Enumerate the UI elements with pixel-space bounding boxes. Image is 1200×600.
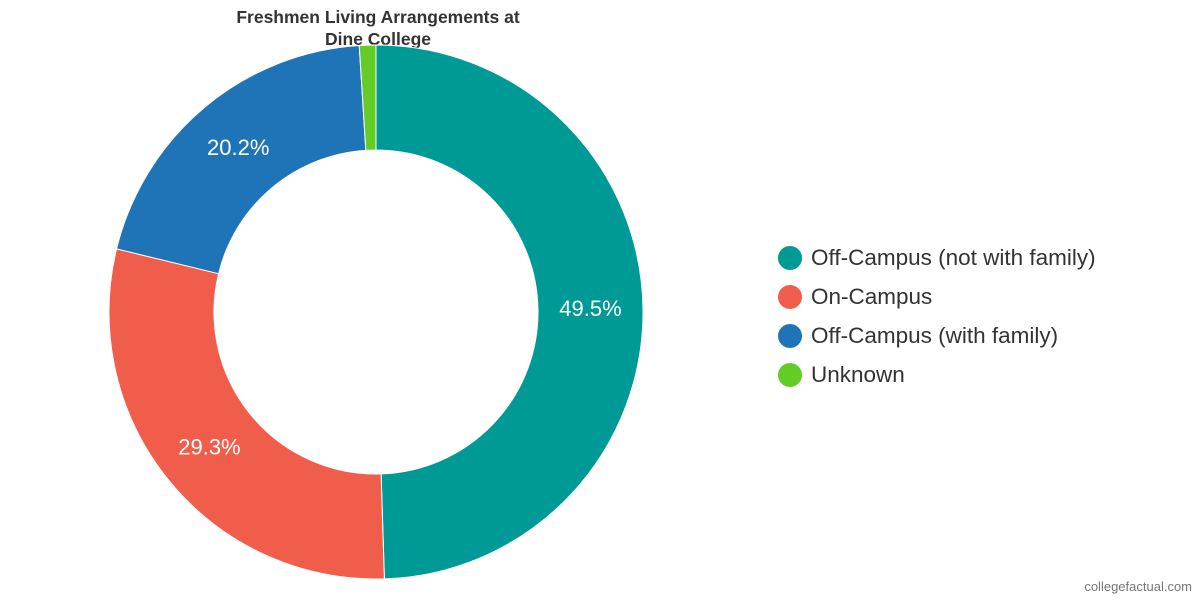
legend-item-off-campus-with-family[interactable]: Off-Campus (with family) bbox=[778, 316, 1096, 355]
chart-legend: Off-Campus (not with family) On-Campus Off… bbox=[778, 238, 1096, 394]
legend-label: Unknown bbox=[811, 361, 905, 387]
legend-label: Off-Campus (with family) bbox=[811, 322, 1059, 348]
chart-title: Freshmen Living Arrangements at Dine Col… bbox=[0, 6, 756, 50]
legend-item-on-campus[interactable]: On-Campus bbox=[778, 277, 1096, 316]
legend-swatch-icon bbox=[778, 362, 802, 387]
donut-slice-unknown[interactable] bbox=[358, 44, 377, 151]
source-credit: collegefactual.com bbox=[1084, 579, 1192, 594]
chart-title-line-2: Dine College bbox=[325, 29, 431, 49]
slice-label-off-campus-with-family: 20.2% bbox=[207, 135, 269, 160]
legend-swatch-icon bbox=[778, 323, 802, 348]
slice-label-on-campus: 29.3% bbox=[178, 435, 240, 460]
legend-swatch-icon bbox=[778, 245, 802, 270]
legend-item-off-campus-not-with-family[interactable]: Off-Campus (not with family) bbox=[778, 238, 1096, 277]
donut-slice-on-campus[interactable] bbox=[108, 248, 385, 580]
donut-slice-off-campus-with-family[interactable] bbox=[115, 44, 367, 275]
donut-chart: 49.5% 29.3% 20.2% bbox=[108, 44, 644, 580]
legend-item-unknown[interactable]: Unknown bbox=[778, 355, 1096, 394]
legend-label: On-Campus bbox=[811, 283, 933, 309]
chart-title-line-1: Freshmen Living Arrangements at bbox=[236, 7, 520, 27]
legend-label: Off-Campus (not with family) bbox=[811, 244, 1096, 270]
donut-slice-off-campus-not-with-family[interactable] bbox=[375, 44, 644, 580]
slice-label-off-campus-not-with-family: 49.5% bbox=[559, 296, 621, 321]
legend-swatch-icon bbox=[778, 284, 802, 309]
